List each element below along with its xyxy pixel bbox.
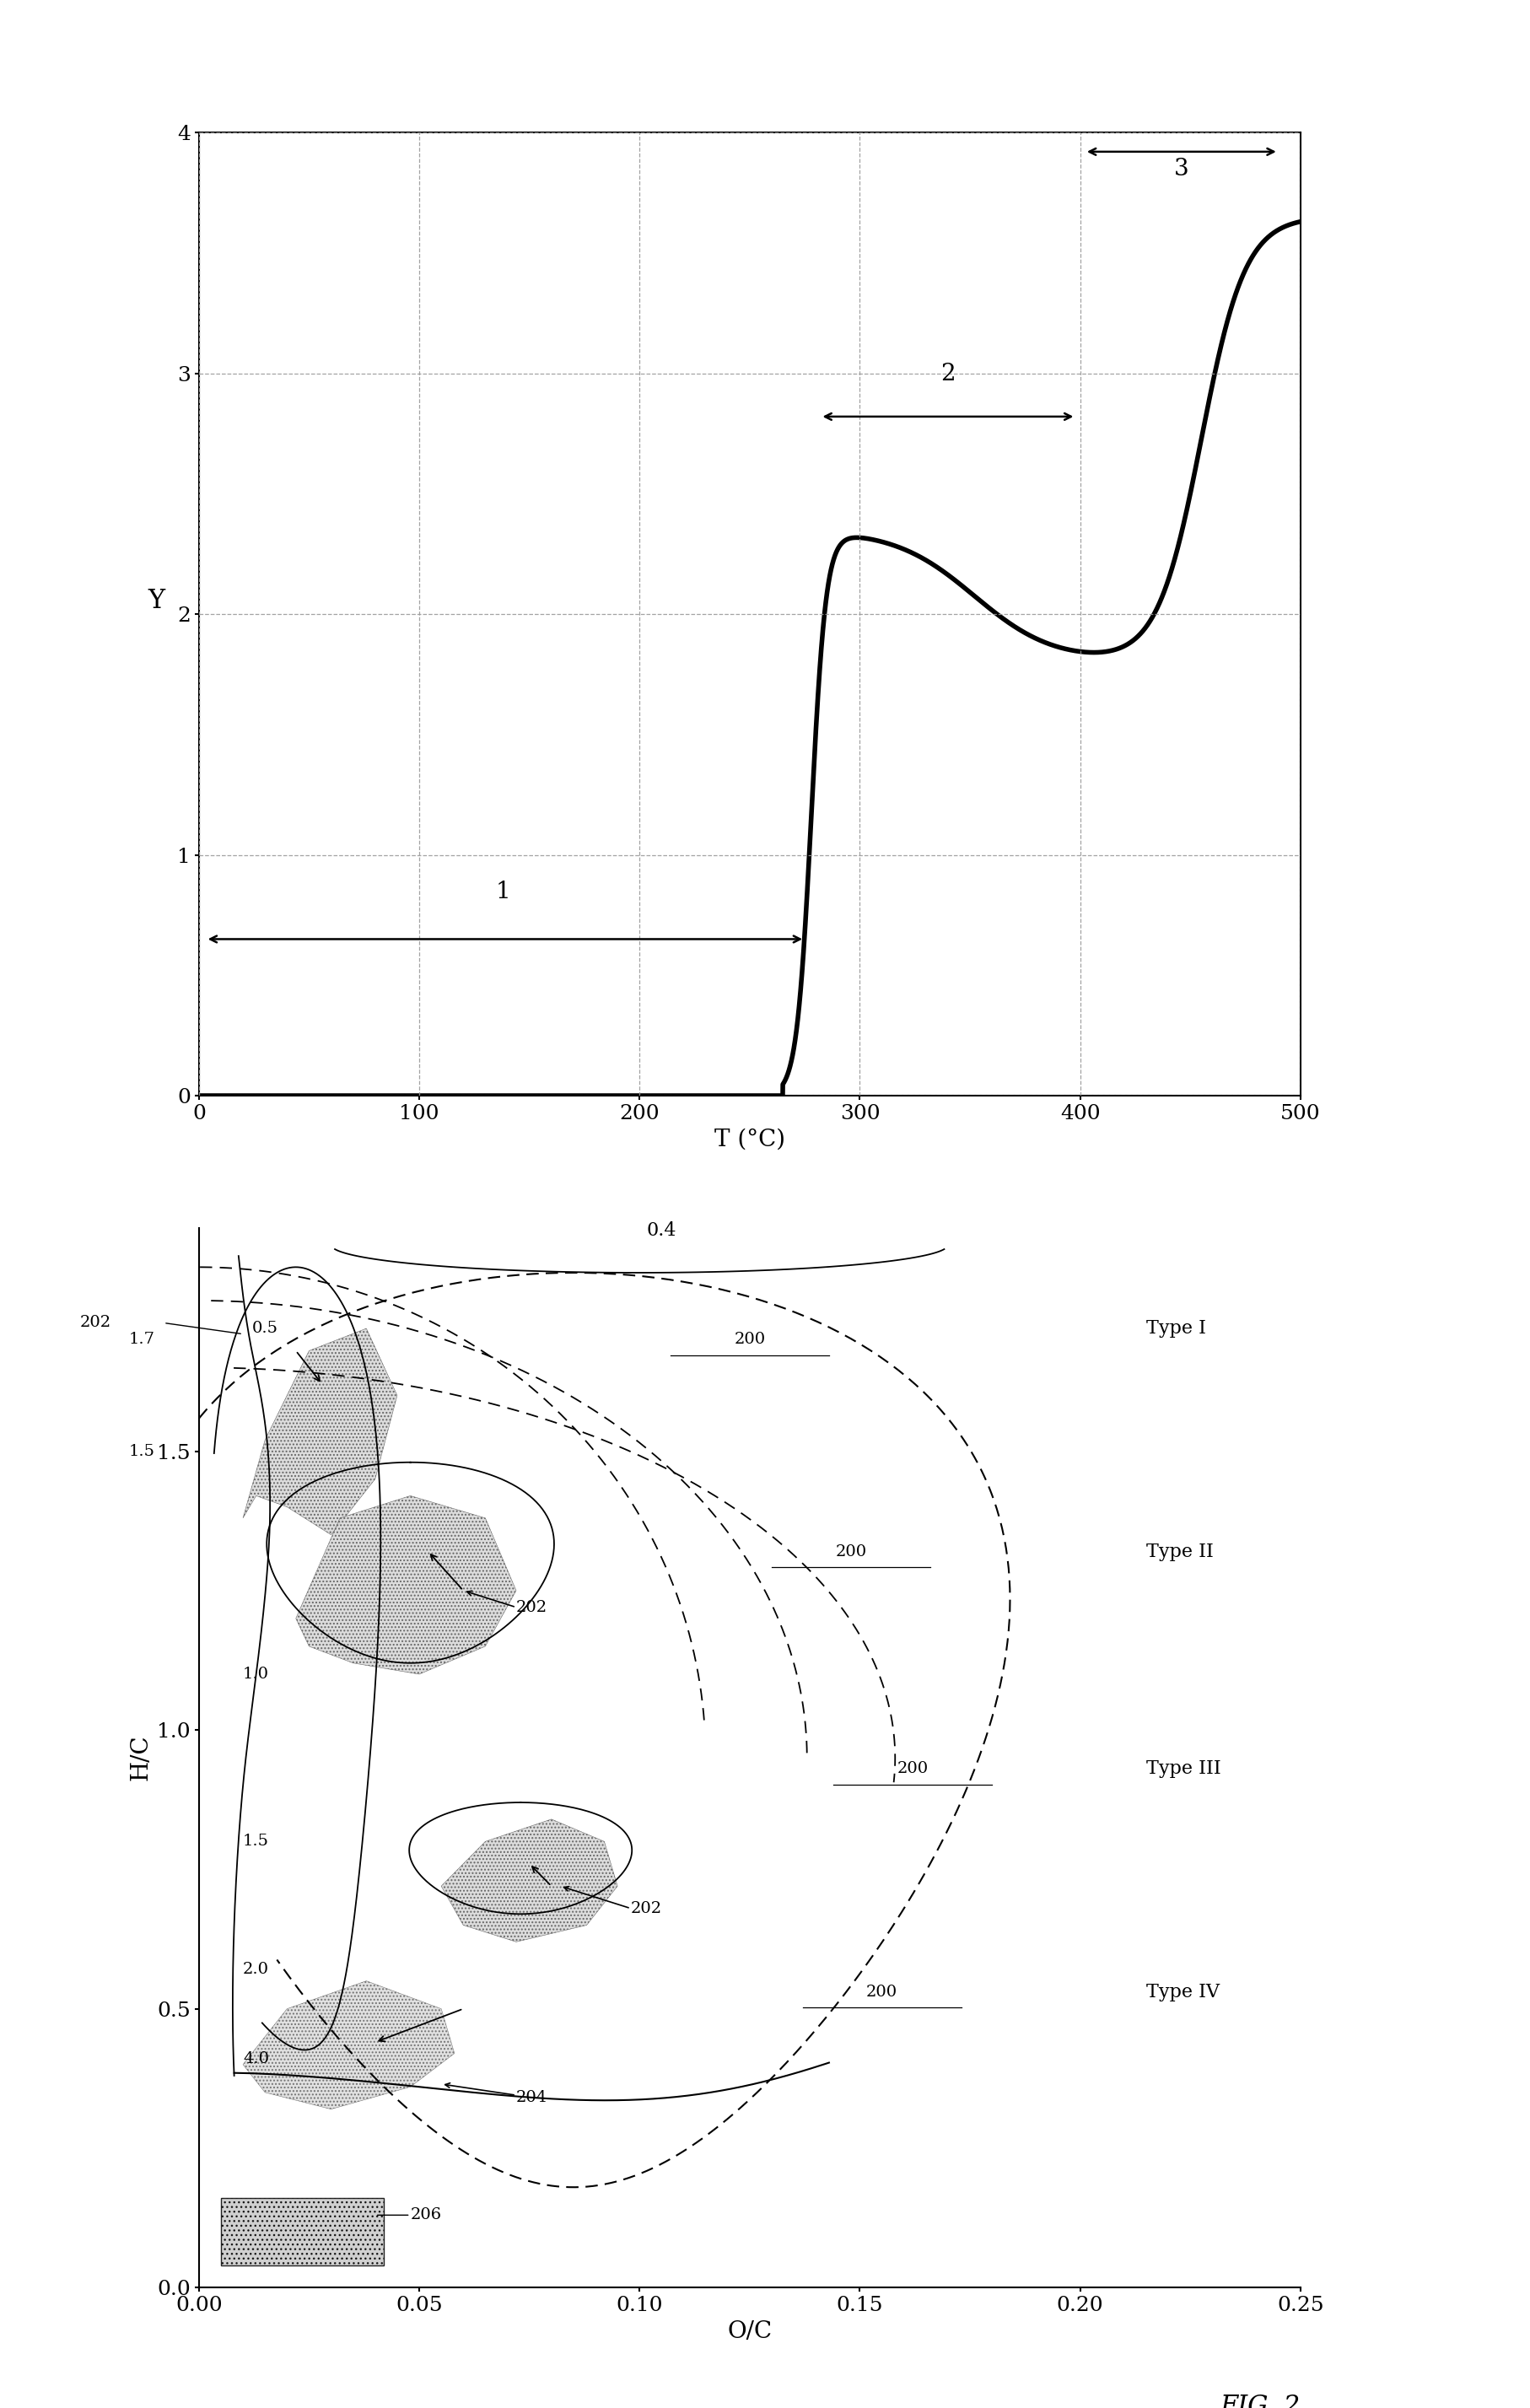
Text: 1.5: 1.5	[243, 1835, 269, 1849]
Polygon shape	[441, 1818, 618, 1941]
X-axis label: O/C: O/C	[727, 2319, 773, 2343]
X-axis label: T (°C): T (°C)	[715, 1127, 785, 1151]
Text: 0.4: 0.4	[647, 1221, 676, 1240]
Text: 206: 206	[410, 2208, 442, 2223]
Text: Type IV: Type IV	[1146, 1982, 1219, 2001]
Text: Type III: Type III	[1146, 1760, 1221, 1777]
Text: 200: 200	[734, 1332, 765, 1346]
Text: 1.0: 1.0	[243, 1666, 269, 1681]
Text: 2.0: 2.0	[243, 1963, 269, 1977]
Text: 204: 204	[516, 2090, 548, 2105]
Text: 202: 202	[80, 1315, 110, 1332]
Text: 3: 3	[1174, 159, 1189, 181]
Y-axis label: Y: Y	[148, 588, 165, 614]
Text: 1: 1	[496, 881, 511, 903]
Polygon shape	[220, 2199, 384, 2266]
Text: 200: 200	[897, 1760, 929, 1777]
Polygon shape	[243, 1982, 454, 2109]
Text: Type II: Type II	[1146, 1541, 1213, 1560]
Text: Type I: Type I	[1146, 1320, 1206, 1339]
Text: FIG. 2: FIG. 2	[1219, 2394, 1300, 2408]
Polygon shape	[243, 1329, 398, 1534]
Text: 4.0: 4.0	[243, 2052, 269, 2066]
Text: 2: 2	[941, 364, 955, 385]
Text: 1.5: 1.5	[129, 1442, 155, 1459]
Text: FIG. 1: FIG. 1	[1219, 1230, 1300, 1257]
Text: 0.5: 0.5	[252, 1322, 278, 1336]
Text: 1.7: 1.7	[129, 1332, 155, 1346]
Text: 202: 202	[516, 1599, 548, 1616]
Y-axis label: H/C: H/C	[130, 1734, 153, 1782]
Text: 202: 202	[630, 1900, 662, 1917]
Text: 200: 200	[866, 1984, 898, 1999]
Polygon shape	[295, 1495, 516, 1674]
Text: 200: 200	[835, 1544, 866, 1558]
